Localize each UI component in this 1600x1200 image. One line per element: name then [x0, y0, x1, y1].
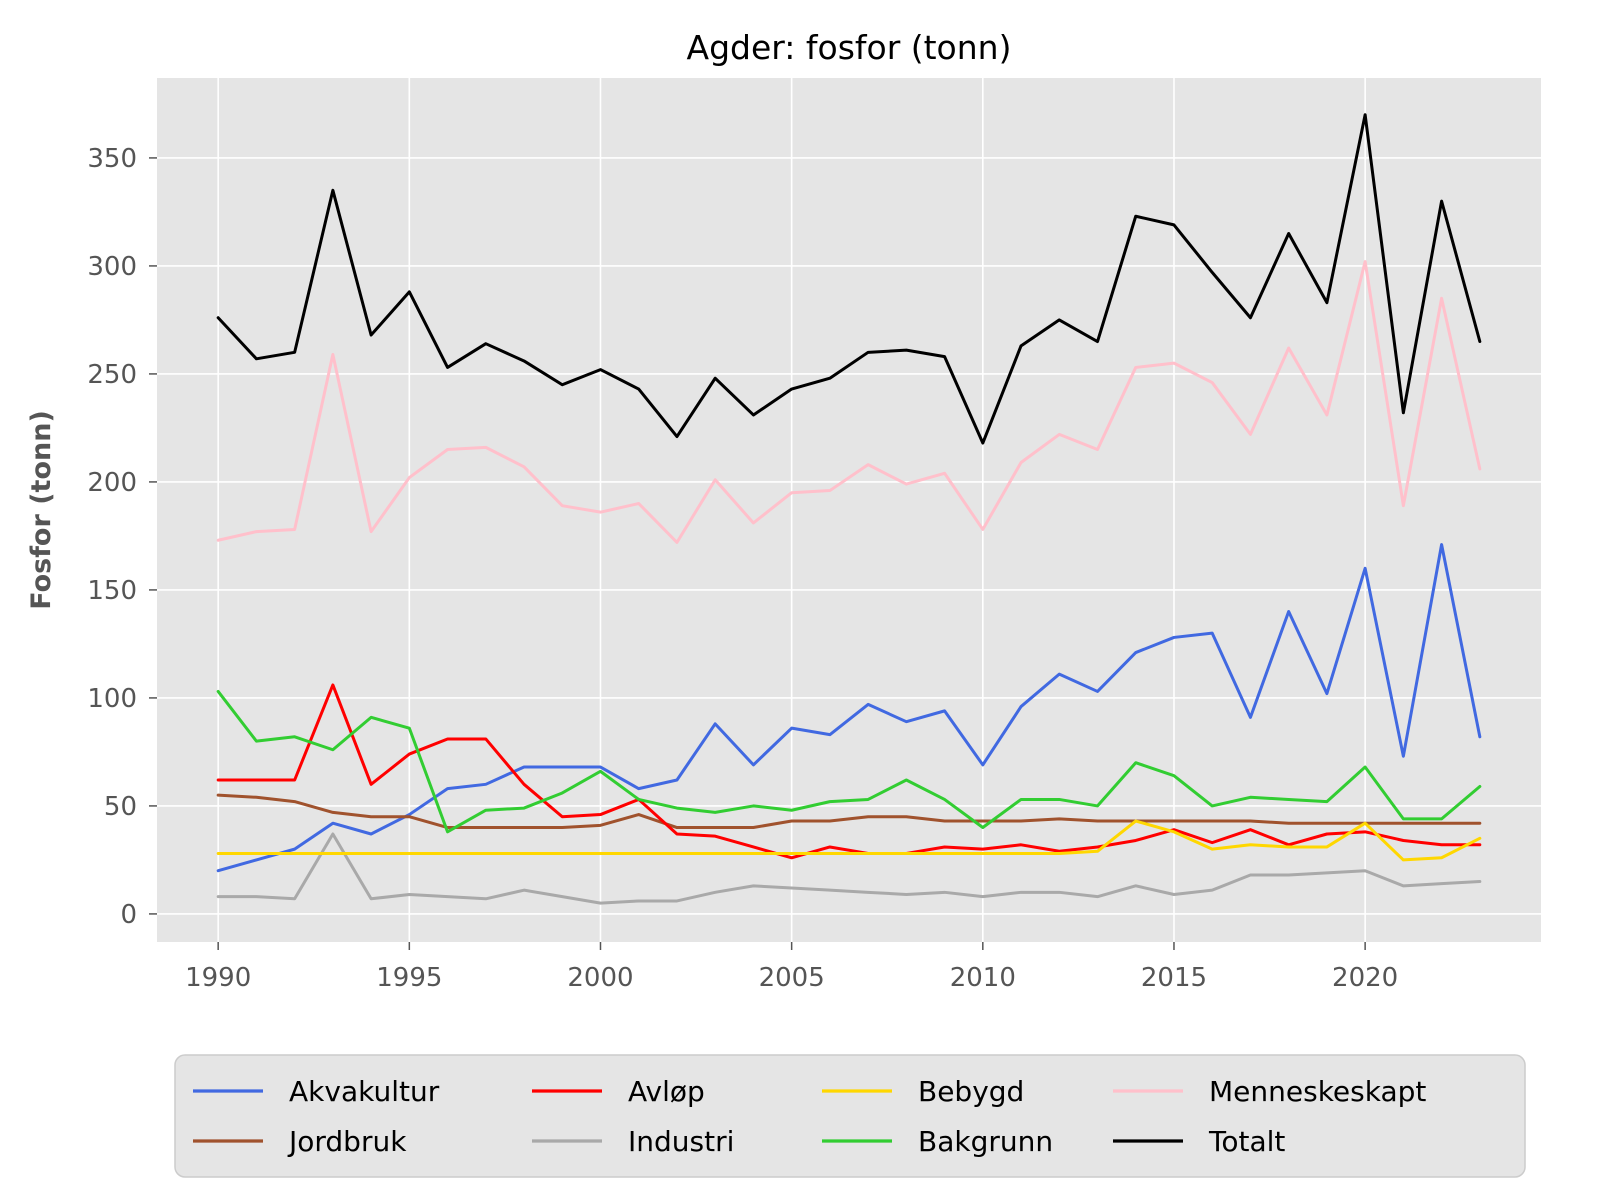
series-lines	[216, 113, 1482, 905]
y-tick-label: 0	[120, 900, 137, 930]
y-axis: 0 50 100 150 200 250 300 350	[87, 144, 157, 930]
series-line-totalt	[216, 113, 1482, 445]
series-line-industri	[216, 832, 1482, 905]
grid-lines	[157, 78, 1541, 942]
x-tick-label: 2020	[1332, 963, 1398, 993]
y-tick-label: 350	[87, 144, 137, 174]
y-tick-label: 300	[87, 252, 137, 282]
legend-label-akvakultur: Akvakultur	[289, 1075, 440, 1108]
y-tick-label: 100	[87, 684, 137, 714]
series-line-avlop	[216, 683, 1482, 860]
x-tick-label: 1990	[185, 963, 251, 993]
y-axis-label: Fosfor (tonn)	[26, 410, 57, 610]
x-tick-label: 2015	[1141, 963, 1207, 993]
y-tick-label: 200	[87, 468, 137, 498]
x-tick-label: 1995	[376, 963, 442, 993]
legend-label-bakgrunn: Bakgrunn	[918, 1125, 1053, 1158]
chart-title: Agder: fosfor (tonn)	[687, 28, 1012, 67]
series-line-menneskeskapt	[216, 260, 1482, 544]
y-tick-label: 50	[104, 792, 137, 822]
y-tick-label: 150	[87, 576, 137, 606]
series-line-jordbruk	[216, 793, 1482, 830]
legend-label-totalt: Totalt	[1208, 1125, 1285, 1158]
plot-area	[157, 78, 1541, 942]
x-axis: 1990 1995 2000 2005 2010 2015 2020	[185, 942, 1398, 993]
legend-label-avlop: Avløp	[628, 1075, 705, 1108]
legend-label-bebygd: Bebygd	[918, 1075, 1024, 1108]
series-line-bakgrunn	[216, 689, 1482, 834]
x-tick-label: 2005	[759, 963, 825, 993]
legend-box	[174, 1054, 1526, 1178]
x-tick-label: 2000	[567, 963, 633, 993]
legend: Akvakultur Avløp Bebygd Menneskeskapt Jordbr…	[174, 1054, 1526, 1178]
y-tick-label: 250	[87, 360, 137, 390]
legend-label-industri: Industri	[628, 1125, 734, 1158]
legend-label-jordbruk: Jordbruk	[287, 1125, 407, 1158]
series-line-bebygd	[216, 819, 1482, 862]
series-line-akvakultur	[216, 543, 1482, 873]
x-tick-label: 2010	[950, 963, 1016, 993]
legend-label-menneskeskapt: Menneskeskapt	[1209, 1075, 1426, 1108]
